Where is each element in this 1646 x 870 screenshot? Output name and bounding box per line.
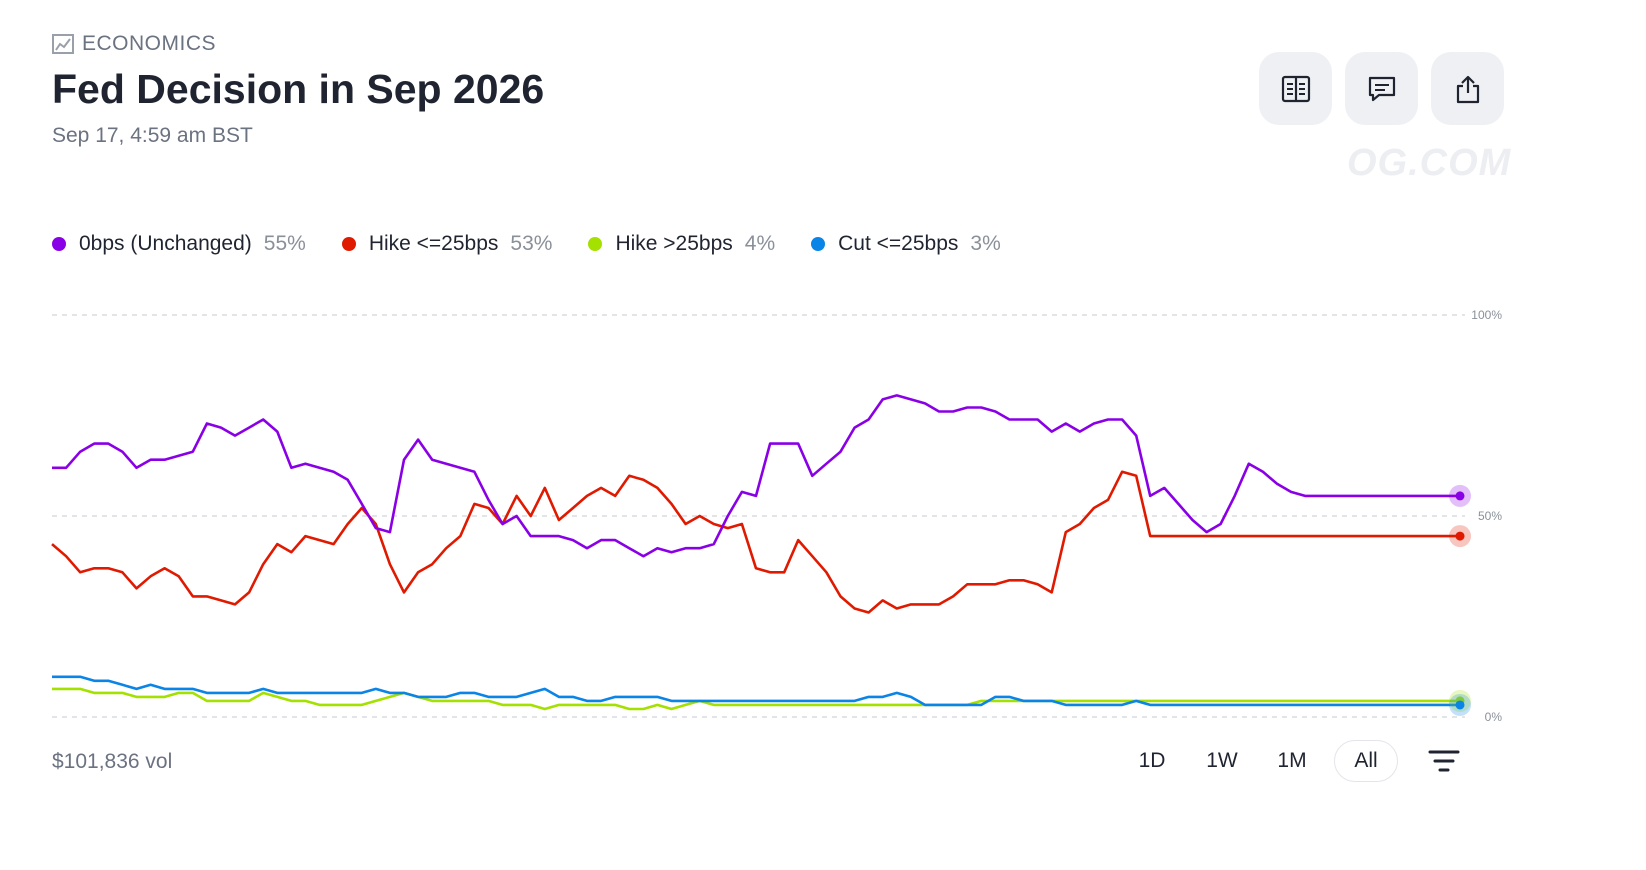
legend-name: Hike >25bps (615, 232, 733, 255)
page-title: Fed Decision in Sep 2026 (52, 66, 545, 112)
y-tick-label: 100% (1471, 308, 1502, 322)
range-1m-button[interactable]: 1M (1277, 749, 1307, 772)
legend-item-unchanged[interactable]: 0bps (Unchanged) 55% (52, 232, 306, 256)
range-1w-button[interactable]: 1W (1206, 749, 1238, 772)
end-date: Sep 17, 4:59 am BST (52, 124, 253, 147)
legend-dot (52, 237, 66, 251)
series-line-3 (52, 675, 1460, 707)
time-range-selector: 1D 1W 1M All (1124, 740, 1466, 782)
range-1d-button[interactable]: 1D (1138, 749, 1166, 772)
filter-icon (1428, 750, 1460, 772)
filter-button[interactable] (1422, 740, 1466, 782)
volume-label: $101,836 vol (52, 750, 173, 773)
legend-item-hike-large[interactable]: Hike >25bps 4% (588, 232, 775, 256)
series-line-0 (52, 394, 1460, 558)
action-buttons (1259, 52, 1504, 125)
rules-button[interactable] (1259, 52, 1332, 125)
legend-dot (811, 237, 826, 251)
legend-item-hike-small[interactable]: Hike <=25bps 53% (341, 232, 553, 256)
series-line-1 (51, 470, 1460, 614)
category-label[interactable]: ECONOMICS (52, 32, 216, 56)
y-tick-label: 50% (1478, 509, 1502, 523)
legend-name: Hike <=25bps (368, 232, 499, 255)
series-end-point (1455, 491, 1465, 501)
comment-icon (1368, 76, 1395, 101)
comments-button[interactable] (1345, 52, 1418, 125)
legend-dot (341, 237, 356, 251)
share-icon (1456, 75, 1479, 103)
price-history-chart[interactable]: 100% 50% 0% (0, 290, 1560, 740)
legend-item-cut[interactable]: Cut <=25bps 3% (811, 232, 1001, 256)
category-text: ECONOMICS (82, 32, 217, 55)
legend-pct: 55% (263, 232, 306, 255)
legend-dot (588, 237, 603, 251)
share-button[interactable] (1431, 52, 1504, 125)
watermark-logo: OG.COM (1347, 142, 1512, 184)
legend-pct: 53% (510, 232, 553, 255)
chart-icon (52, 34, 74, 54)
series-line-2 (52, 687, 1460, 711)
legend-name: 0bps (Unchanged) (79, 232, 252, 255)
y-tick-label: 0% (1485, 710, 1503, 724)
chart-legend: 0bps (Unchanged) 55% Hike <=25bps 53% Hi… (52, 232, 1001, 256)
legend-pct: 3% (970, 232, 1001, 255)
legend-name: Cut <=25bps (838, 232, 959, 255)
series-end-point (1455, 700, 1465, 710)
range-all-button[interactable]: All (1334, 740, 1398, 782)
book-icon (1281, 75, 1310, 102)
series-end-point (1455, 531, 1465, 541)
legend-pct: 4% (744, 232, 776, 255)
